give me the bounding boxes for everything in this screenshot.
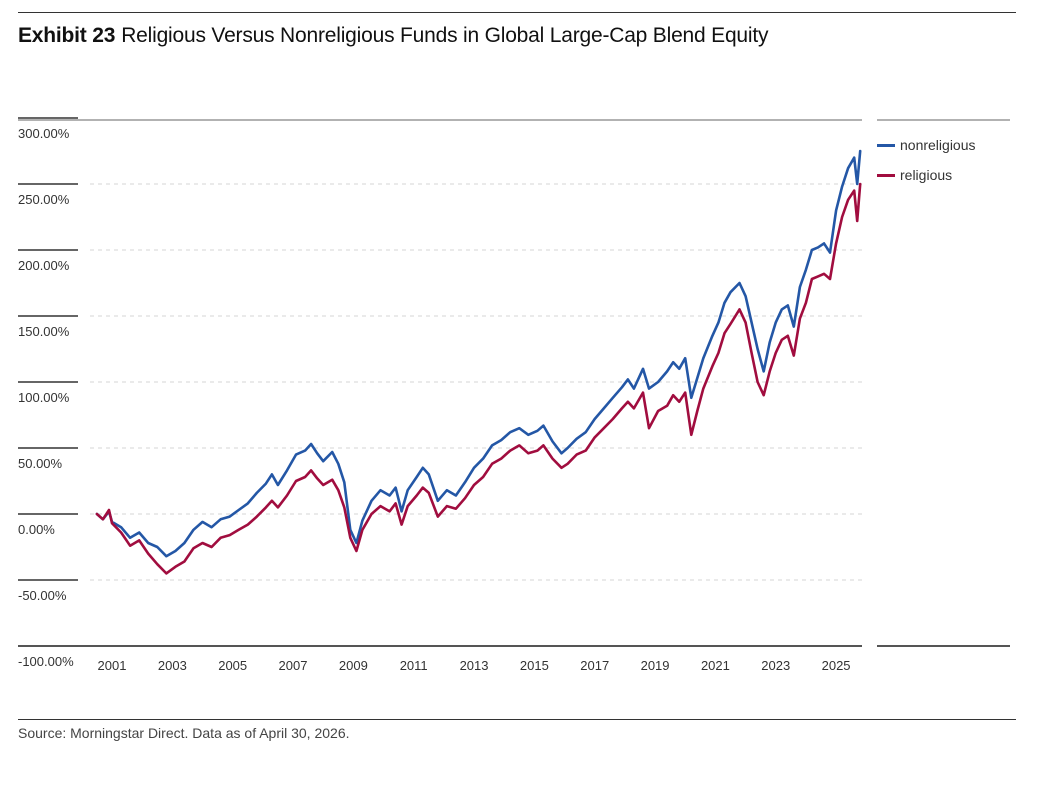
x-tick-label-2001: 2001 — [98, 658, 127, 673]
chart-legend: nonreligious religious — [877, 130, 976, 190]
x-tick-label-2003: 2003 — [158, 658, 187, 673]
y-tick-label-300: 300.00% — [18, 126, 70, 141]
top-rule — [18, 12, 1016, 13]
x-tick-label-2005: 2005 — [218, 658, 247, 673]
x-tick-label-2015: 2015 — [520, 658, 549, 673]
legend-item-religious: religious — [877, 160, 976, 190]
legend-label-religious: religious — [900, 167, 953, 183]
x-tick-label-2019: 2019 — [641, 658, 670, 673]
y-tick-label-200: 200.00% — [18, 258, 70, 273]
y-tick-label-250: 250.00% — [18, 192, 70, 207]
exhibit-number: Exhibit 23 — [18, 24, 116, 47]
x-tick-label-2011: 2011 — [400, 658, 428, 673]
y-tick-label-50: 50.00% — [18, 456, 63, 471]
legend-label-nonreligious: nonreligious — [900, 137, 976, 153]
x-tick-label-2017: 2017 — [580, 658, 609, 673]
bottom-rule — [18, 719, 1016, 720]
x-tick-label-2013: 2013 — [460, 658, 489, 673]
y-tick-label-0: 0.00% — [18, 522, 55, 537]
chart-title-text: Religious Versus Nonreligious Funds in G… — [121, 24, 769, 47]
y-tick-label-100: 100.00% — [18, 390, 70, 405]
x-tick-label-2025: 2025 — [822, 658, 851, 673]
legend-item-nonreligious: nonreligious — [877, 130, 976, 160]
source-note: Source: Morningstar Direct. Data as of A… — [18, 725, 350, 741]
y-tick-label-150: 150.00% — [18, 324, 70, 339]
y-tick-label--100: -100.00% — [18, 654, 74, 669]
series-line-nonreligious — [95, 149, 862, 558]
legend-swatch-religious — [877, 173, 895, 177]
series-line-religious — [95, 182, 862, 575]
x-tick-label-2007: 2007 — [279, 658, 308, 673]
x-tick-label-2009: 2009 — [339, 658, 368, 673]
chart-title: Exhibit 23 Religious Versus Nonreligious … — [18, 24, 769, 48]
legend-swatch-nonreligious — [877, 143, 895, 147]
x-tick-label-2023: 2023 — [761, 658, 790, 673]
y-tick-label--50: -50.00% — [18, 588, 67, 603]
x-tick-label-2021: 2021 — [701, 658, 730, 673]
